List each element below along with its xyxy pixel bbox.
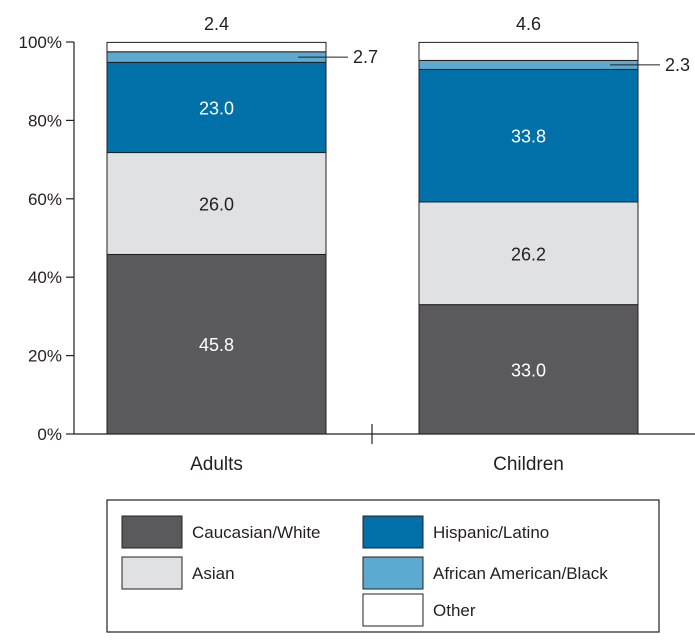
bar-segment xyxy=(106,152,327,255)
segment-value-label: 45.8 xyxy=(199,335,234,355)
bar-segment xyxy=(106,51,327,63)
legend-swatch xyxy=(362,515,424,549)
segment-value-label: 26.2 xyxy=(511,244,546,264)
bar-segment xyxy=(418,41,639,61)
y-axis: 0% 20% 40% 60% 80% 100% xyxy=(19,33,75,444)
y-tick-label: 80% xyxy=(28,111,62,130)
segment-value-label: 4.6 xyxy=(516,14,541,34)
y-tick-label: 0% xyxy=(37,425,62,444)
segment-value-label: 2.3 xyxy=(665,55,690,75)
bars: 45.8 26.0 23.0 2.7 2.4 33.0 26.2 33.8 2.3 4.6 xyxy=(106,14,690,435)
y-tick-label: 40% xyxy=(28,268,62,287)
bar-segment xyxy=(106,41,327,53)
legend-label: Hispanic/Latino xyxy=(433,523,549,542)
segment-value-label: 26.0 xyxy=(199,195,234,215)
y-tick-label: 100% xyxy=(19,33,62,52)
segment-value-label: 33.8 xyxy=(511,127,546,147)
legend-swatch xyxy=(362,593,424,627)
legend-swatch xyxy=(121,556,183,590)
segment-value-label: 2.4 xyxy=(204,14,229,34)
bar-segment xyxy=(418,201,639,306)
bar-segment xyxy=(418,59,639,70)
segment-value-label: 23.0 xyxy=(199,98,234,118)
bar-segment xyxy=(106,253,327,435)
segment-value-label: 2.7 xyxy=(353,47,378,67)
bar-segment xyxy=(106,61,327,154)
legend-label: Other xyxy=(433,601,476,620)
x-category-label: Adults xyxy=(190,454,243,475)
y-tick-label: 20% xyxy=(28,347,62,366)
legend: Caucasian/White Asian Hispanic/Latino Afric… xyxy=(106,499,660,633)
legend-label: African American/Black xyxy=(433,564,608,583)
legend-swatch xyxy=(121,515,183,549)
x-category-label: Children xyxy=(493,454,564,475)
y-tick-label: 60% xyxy=(28,190,62,209)
bar-segment xyxy=(418,304,639,435)
legend-label: Caucasian/White xyxy=(192,523,321,542)
legend-swatch xyxy=(362,556,424,590)
legend-label: Asian xyxy=(192,564,235,583)
segment-value-label: 33.0 xyxy=(511,360,546,380)
